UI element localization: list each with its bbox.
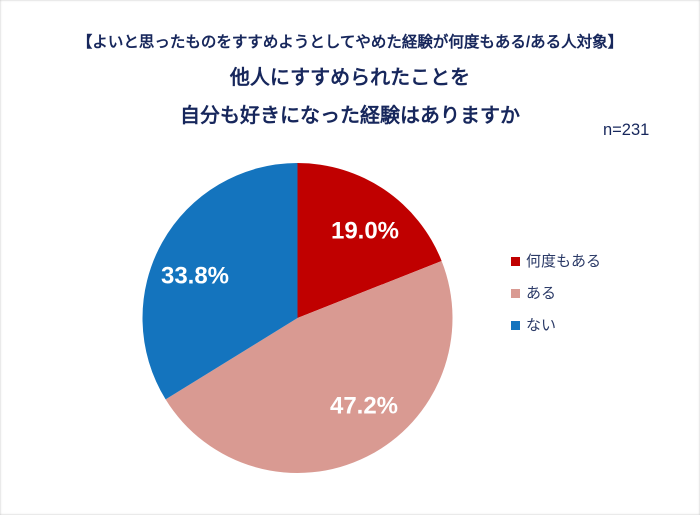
svg-text:19.0%: 19.0% xyxy=(331,217,399,244)
svg-text:47.2%: 47.2% xyxy=(330,392,398,419)
svg-text:33.8%: 33.8% xyxy=(161,262,229,289)
